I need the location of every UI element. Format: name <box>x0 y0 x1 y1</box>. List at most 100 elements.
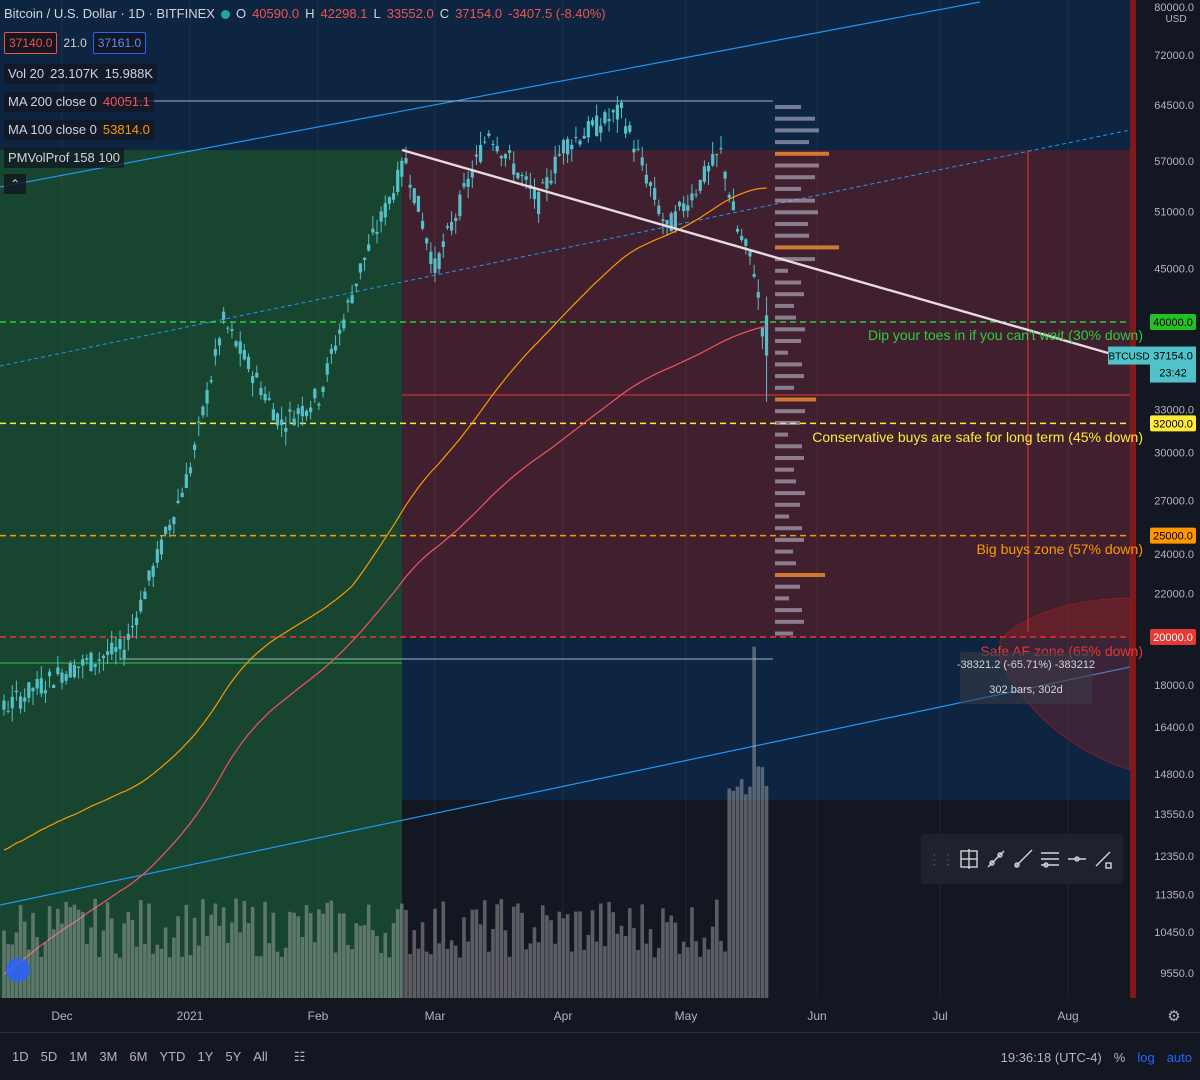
volume-bar <box>275 951 280 998</box>
settings-gear-icon[interactable]: ⚙ <box>1167 1007 1180 1025</box>
candle-body <box>151 566 155 577</box>
trend-line-icon[interactable] <box>983 846 1009 872</box>
indicator-volume-profile[interactable]: PMVolProf 158 100 <box>4 148 125 168</box>
indicator-ma200[interactable]: MA 200 close 0 40051.1 <box>4 92 154 112</box>
currency-label: USD <box>1165 14 1186 25</box>
candle-body <box>147 570 151 581</box>
volume-bar <box>433 908 437 998</box>
tf-ytd[interactable]: YTD <box>159 1048 186 1064</box>
candle-body <box>238 341 242 354</box>
tf-6m[interactable]: 6M <box>129 1048 148 1064</box>
symbol-tag-label: BTCUSD <box>1108 352 1149 363</box>
volume-profile-bar <box>775 619 804 624</box>
indicator-volume-value1: 23.107K <box>50 66 99 81</box>
volume-bar <box>400 903 404 998</box>
price-tick: 45000.0 <box>1154 263 1194 275</box>
candle-body <box>317 404 321 406</box>
volume-profile-bar <box>775 479 796 484</box>
price-tag-label: 32000.0 <box>1153 418 1193 430</box>
price-tick: 14800.0 <box>1154 769 1194 781</box>
candle-body <box>723 171 727 179</box>
ray-icon[interactable] <box>1010 846 1036 872</box>
candle-body <box>420 220 425 229</box>
volume-profile-bar <box>775 362 802 367</box>
collapse-legend-button[interactable]: ⌃ <box>4 174 26 194</box>
volume-profile-bar <box>775 303 794 308</box>
tf-5d[interactable]: 5D <box>40 1048 58 1064</box>
volume-bar <box>632 927 636 998</box>
candle-body <box>52 684 56 689</box>
candle-body <box>143 591 147 600</box>
indicator-ma100[interactable]: MA 100 close 0 53814.0 <box>4 120 154 140</box>
time-axis-bg <box>0 998 1136 1032</box>
volume-profile-bar <box>775 432 788 437</box>
volume-bar <box>366 904 371 998</box>
price-chart[interactable]: 80000.0 72000.0 64500.0 57000.0 51000.0 45000… <box>0 0 1200 1032</box>
ma100-line <box>3 187 767 851</box>
volume-bar <box>445 948 450 998</box>
time-tick: Jul <box>932 1009 947 1023</box>
price-tick: 9550.0 <box>1160 968 1194 980</box>
candle-body <box>114 647 118 652</box>
indicator-volume[interactable]: Vol 20 23.107K 15.988K <box>4 64 158 84</box>
buy-button[interactable]: 37161.0 <box>92 32 147 54</box>
clock[interactable]: 19:36:18 (UTC-4) <box>1000 1049 1102 1065</box>
tf-5y[interactable]: 5Y <box>225 1048 242 1064</box>
price-tick: 51000.0 <box>1154 207 1194 219</box>
candle-body <box>470 171 474 178</box>
candle-body <box>105 651 110 655</box>
auto-scale-button[interactable]: auto <box>1166 1049 1192 1065</box>
trend-line <box>401 148 1109 355</box>
candle-body <box>338 329 342 334</box>
volume-bar <box>308 913 313 998</box>
candle-body <box>731 201 735 211</box>
channel-mid <box>0 129 1131 367</box>
volume-bar <box>669 915 674 998</box>
go-to-date-icon[interactable]: ☷ <box>293 1048 306 1064</box>
percent-scale-button[interactable]: % <box>1113 1049 1126 1065</box>
candle-body <box>603 112 607 124</box>
candle-body <box>284 427 288 432</box>
candle-body <box>188 467 193 474</box>
volume-profile-bar <box>775 514 789 519</box>
symbol-title[interactable]: Bitcoin / U.S. Dollar · 1D · BITFINEX <box>4 6 215 21</box>
horizontal-ray-icon[interactable] <box>1064 846 1090 872</box>
candle-body <box>408 184 412 188</box>
tf-1d[interactable]: 1D <box>12 1048 29 1064</box>
candle-body <box>719 148 723 150</box>
volume-bar <box>735 786 740 998</box>
volume-bar <box>698 956 703 998</box>
measure-icon[interactable] <box>1090 846 1116 872</box>
tf-3m[interactable]: 3M <box>99 1048 118 1064</box>
sell-button[interactable]: 37140.0 <box>4 32 58 54</box>
fib-retracement-icon[interactable] <box>956 846 982 872</box>
measure-bars: 302 bars, 302d <box>989 684 1062 696</box>
tf-1y[interactable]: 1Y <box>197 1048 214 1064</box>
volume-bar <box>578 911 582 998</box>
volume-bar <box>225 942 230 998</box>
volume-bar <box>118 957 122 998</box>
tf-all[interactable]: All <box>253 1048 268 1064</box>
volume-bar <box>574 911 578 998</box>
ohlc-open-label: O <box>235 6 247 21</box>
candle-body <box>81 659 85 666</box>
candle-body <box>454 217 458 222</box>
volume-bar <box>719 940 723 998</box>
log-scale-button[interactable]: log <box>1137 1049 1155 1065</box>
tradingview-logo[interactable] <box>6 958 30 982</box>
chevron-up-icon: ⌃ <box>9 177 21 191</box>
volume-bar <box>39 956 44 998</box>
candle-body <box>342 319 346 329</box>
drag-handle-icon[interactable]: ⋮⋮ <box>927 850 956 867</box>
volume-profile-bar <box>775 268 788 273</box>
candle-body <box>735 228 740 232</box>
tf-1m[interactable]: 1M <box>69 1048 88 1064</box>
volume-bar <box>172 937 176 998</box>
volume-bar <box>760 767 765 998</box>
candle-body <box>582 135 586 139</box>
measure-change: -38321.2 (-65.71%) -383212 <box>957 659 1095 671</box>
settings-lines-icon[interactable] <box>1037 846 1063 872</box>
candle-body <box>595 115 599 136</box>
candle-body <box>72 664 77 678</box>
